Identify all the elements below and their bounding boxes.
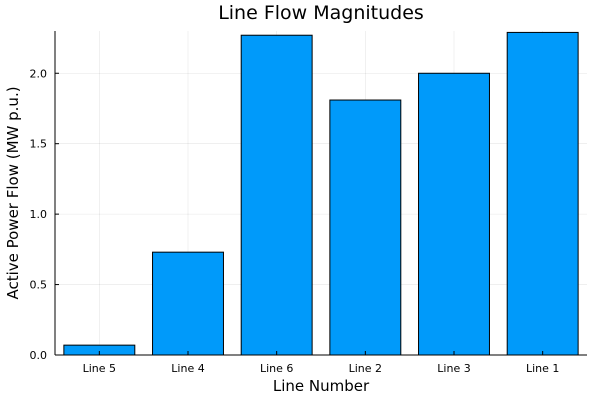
x-axis-label: Line Number <box>273 377 370 395</box>
bar-line-6 <box>240 34 313 356</box>
axes-layer <box>54 31 587 356</box>
y-tick-label: 0.5 <box>30 279 48 292</box>
x-tick-label: Line 6 <box>260 362 293 375</box>
bars-layer <box>63 31 579 356</box>
chart-title: Line Flow Magnitudes <box>218 2 424 24</box>
y-tick-label: 2.0 <box>30 67 48 80</box>
x-tick-label: Line 3 <box>437 362 470 375</box>
bar-line-3 <box>418 72 490 356</box>
y-axis-label: Active Power Flow (MW p.u.) <box>4 86 22 299</box>
x-tick-label: Line 1 <box>526 362 559 375</box>
bar-line-1 <box>506 31 579 356</box>
bar-line-4 <box>152 251 224 356</box>
y-tick-label: 1.5 <box>30 138 48 151</box>
y-tick-label: 1.0 <box>30 208 48 221</box>
x-tick-label: Line 2 <box>349 362 382 375</box>
x-tick-label: Line 5 <box>83 362 116 375</box>
y-tick-label: 0.0 <box>30 349 48 362</box>
bar-line-2 <box>329 99 402 356</box>
ticks-layer: 0.0 0.5 1.0 1.5 2.0 Line 5 Line 4 Line 6 Line 2 L… <box>30 67 560 375</box>
x-tick-label: Line 4 <box>171 362 204 375</box>
